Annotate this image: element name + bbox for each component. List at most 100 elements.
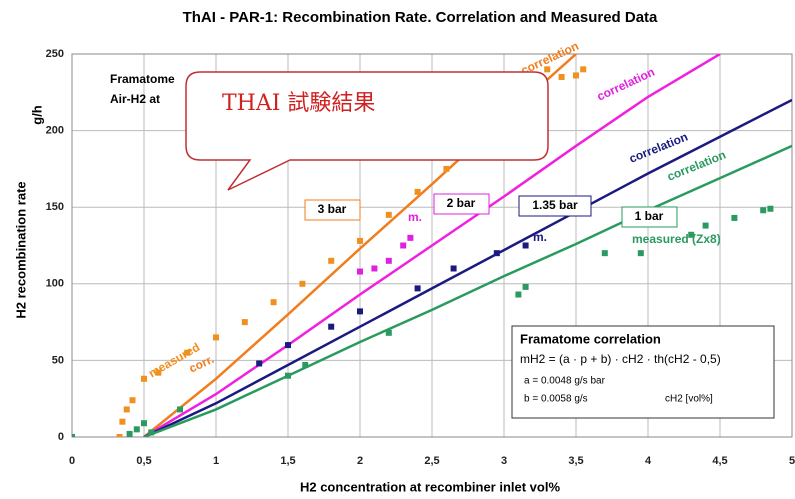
x-tick-label: 0	[69, 455, 75, 467]
x-tick-label: 3,5	[568, 455, 583, 467]
measured-point	[450, 265, 457, 272]
correlation-line	[143, 144, 792, 437]
measured-point	[141, 375, 147, 382]
x-axis-label: H2 concentration at recombiner inlet vol…	[300, 479, 560, 494]
measured-point	[443, 165, 450, 172]
measured-point	[558, 73, 565, 80]
y-axis-label: H2 recombination rate	[13, 181, 28, 318]
callout-bubble	[185, 71, 549, 191]
chart-title: ThAI - PAR-1: Recombination Rate. Correl…	[183, 9, 658, 26]
x-tick-label: 2,5	[424, 455, 439, 467]
measured-point	[385, 257, 392, 264]
label-box	[621, 206, 678, 228]
measured-point	[133, 426, 140, 433]
measured-point	[119, 418, 126, 425]
formula: mH2 = (a · p + b) · cH2 · th(cH2 - 0,5)	[520, 352, 721, 366]
measured-point	[760, 207, 767, 214]
series-label: 2 bar	[447, 196, 476, 210]
measured-point	[357, 308, 363, 315]
y-tick-label: 100	[46, 278, 64, 290]
measured-point	[767, 205, 774, 212]
x-tick-label: 3	[501, 455, 507, 467]
plot-frame	[71, 53, 793, 438]
measured-point	[493, 250, 500, 257]
measured-point	[328, 257, 335, 264]
measured-point	[702, 222, 709, 229]
measured-point	[385, 211, 392, 218]
annotation: Air-H2 at	[110, 92, 160, 106]
series-label: m.	[533, 230, 547, 244]
measured-point	[285, 372, 291, 379]
formula-box: Framatome correlation mH2 = (a · p + b) …	[511, 325, 775, 419]
measured-point	[148, 429, 155, 436]
callout-text: THAI 試験結果	[222, 91, 375, 116]
measured-point	[544, 66, 551, 73]
y-tick-label: 200	[46, 125, 64, 137]
measured-point	[522, 283, 529, 290]
x-tick-label: 1,5	[280, 455, 295, 467]
y-tick-label: 0	[58, 431, 64, 443]
measured-point	[72, 434, 75, 437]
measured-point	[414, 285, 421, 292]
y-tick-label: 250	[46, 48, 64, 60]
measured-point	[177, 406, 183, 413]
series-label: 1.35 bar	[532, 198, 578, 212]
measured-point	[256, 360, 263, 367]
measured-point	[400, 242, 407, 249]
measured-point	[637, 250, 644, 257]
measured-point	[241, 319, 248, 326]
x-tick-label: 4	[645, 455, 652, 467]
measured-point	[116, 434, 123, 437]
callout: THAI 試験結果	[185, 71, 549, 191]
measured-point	[580, 66, 587, 73]
measured-point	[213, 334, 219, 341]
measured-point	[123, 406, 130, 413]
measured-point	[601, 250, 608, 257]
measured-point	[155, 369, 162, 376]
measured-point	[270, 299, 277, 306]
measured-point	[385, 329, 392, 336]
x-tick-label: 4,5	[712, 455, 727, 467]
measured-point	[285, 342, 291, 349]
measured-point	[407, 234, 414, 241]
annotation: Framatome	[110, 72, 175, 86]
measured-point	[688, 231, 695, 238]
formula-param: a = 0.0048 g/s bar	[524, 376, 606, 387]
x-tick-label: 1	[213, 455, 219, 467]
y-axis-unit: g/h	[29, 105, 44, 125]
measured-point	[357, 237, 363, 244]
formula-frame	[511, 325, 775, 419]
correlation-line	[143, 98, 792, 437]
series-label: 1 bar	[635, 209, 664, 223]
measured-point	[328, 323, 335, 330]
measured-point	[573, 72, 579, 79]
y-tick-label: 50	[52, 354, 64, 366]
correlation-line	[143, 54, 721, 437]
label-box	[304, 199, 361, 221]
formula-param: cH2 [vol%]	[665, 394, 713, 405]
measured-point	[141, 420, 147, 427]
series-label: m.	[408, 210, 422, 224]
x-tick-label: 2	[357, 455, 363, 467]
x-tick-label: 0,5	[136, 455, 151, 467]
measured-point	[522, 242, 529, 249]
x-tick-label: 5	[789, 455, 795, 467]
formula-title: Framatome correlation	[520, 331, 661, 346]
measured-point	[515, 291, 522, 298]
y-tick-label: 150	[46, 201, 64, 213]
measured-point	[126, 430, 133, 437]
measured-point	[357, 268, 363, 275]
measured-point	[414, 188, 421, 195]
measured-point	[731, 214, 738, 221]
label-box	[518, 195, 592, 217]
formula-param: b = 0.0058 g/s	[524, 394, 588, 405]
measured-point	[371, 265, 378, 272]
series-label: 3 bar	[318, 202, 347, 216]
measured-point	[299, 280, 306, 287]
measured-point	[129, 397, 136, 404]
series-label: measured (Zx8)	[632, 232, 721, 246]
label-box	[433, 193, 490, 215]
measured-point	[302, 361, 309, 368]
annotation: correlation	[627, 130, 690, 166]
